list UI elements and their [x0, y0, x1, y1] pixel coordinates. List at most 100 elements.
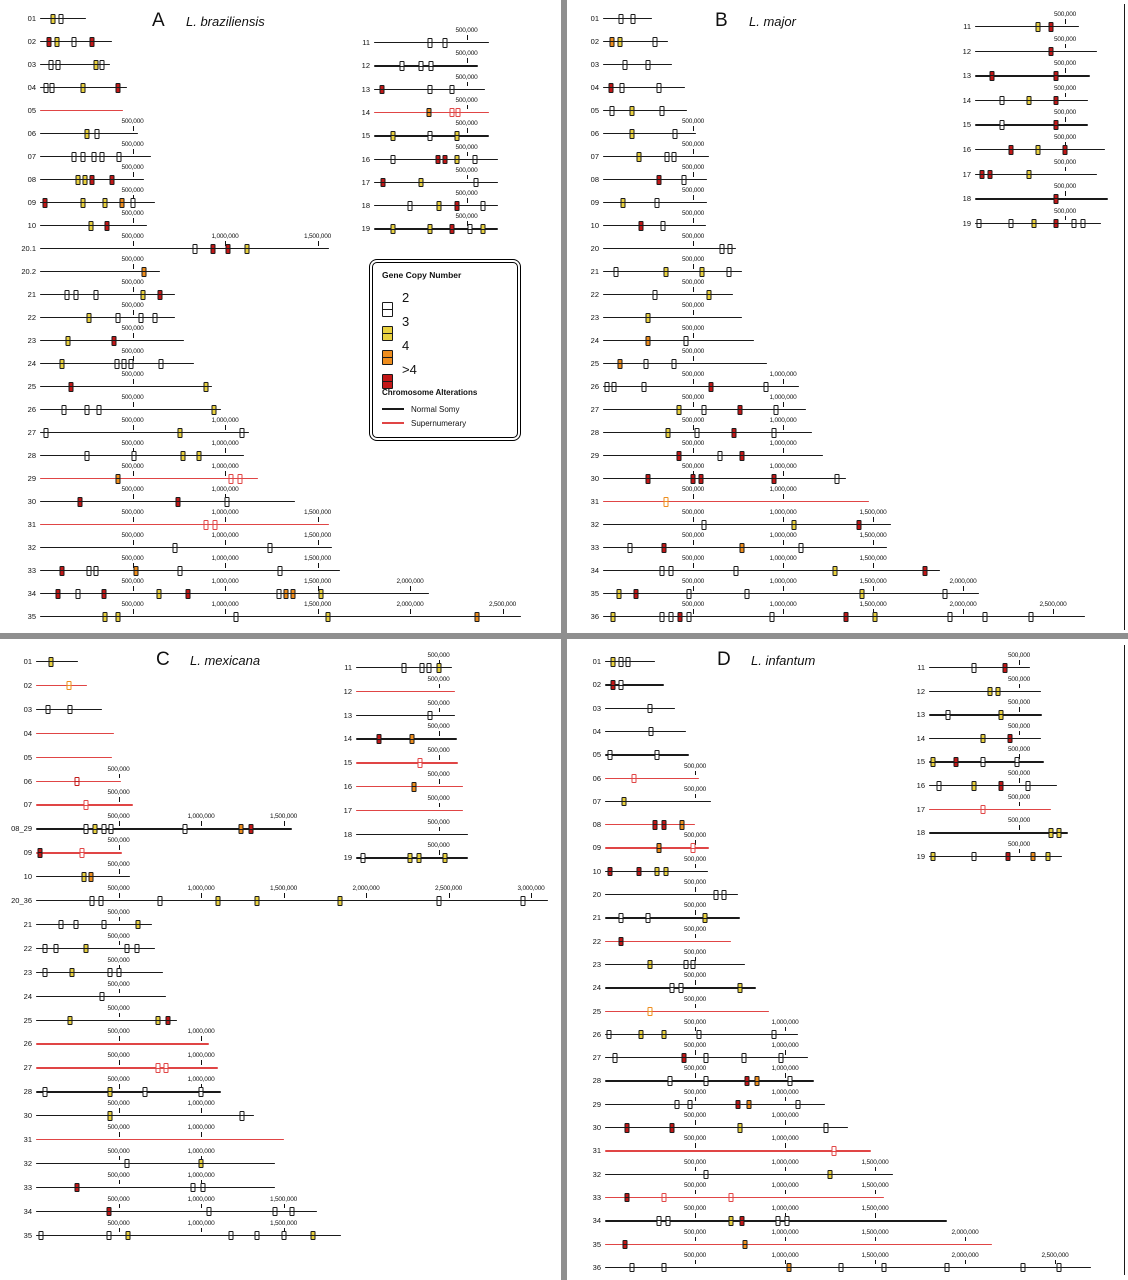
scale-tick: [1065, 191, 1066, 196]
cnv-marker-copy-3: [244, 244, 250, 254]
chromosome-label: 30: [27, 497, 36, 506]
scale-tick: [693, 264, 694, 269]
normal-somy-chromosome-line: [374, 205, 498, 207]
chromosome-label: 12: [916, 686, 925, 696]
scale-tick: [695, 1143, 696, 1148]
chromosome-row: 33 500,000 1,000,000: [2, 1171, 561, 1194]
scale-tick-label: 500,000: [121, 394, 144, 401]
scale-tick: [132, 172, 134, 177]
normal-somy-chromosome-line: [40, 64, 111, 66]
cnv-marker-copy-3: [180, 451, 186, 461]
chromosome-track: 500,000 1,000,000: [36, 1027, 561, 1050]
cnv-marker-copy-2: [130, 198, 136, 208]
chromosome-track: 500,000: [975, 84, 1128, 107]
cnv-marker-copy-3: [676, 405, 682, 415]
scale-tick: [132, 241, 134, 246]
chromosome-track: [605, 692, 1128, 715]
cnv-marker-copy-3: [737, 983, 743, 993]
cnv-marker-copy-3: [699, 267, 705, 277]
chromosome-row: 13 500,000: [903, 698, 1128, 721]
supernumerary-chromosome-line: [36, 732, 114, 735]
scale-tick: [466, 174, 468, 180]
cnv-marker-copy->4: [744, 1076, 750, 1086]
scale-tick-label: 1,000,000: [187, 1195, 215, 1203]
scale-tick-label: 1,000,000: [211, 233, 239, 240]
cnv-marker-copy-2: [84, 451, 90, 461]
scale-tick-label: 500,000: [683, 855, 707, 863]
scale-tick: [1065, 166, 1066, 172]
cnv-marker-copy-3: [427, 224, 432, 234]
chromosome-row: 18 500,000: [348, 189, 561, 212]
normal-somy-chromosome-line: [929, 832, 1068, 834]
scale-tick: [118, 1155, 120, 1161]
cnv-marker-copy-2: [612, 1053, 618, 1063]
chromosome-label: 14: [916, 733, 925, 743]
cnv-marker-copy-3: [84, 129, 90, 139]
scale-tick-label: 1,500,000: [269, 813, 298, 821]
cnv-marker-copy-2o: [163, 1063, 169, 1073]
chromosome-row: 22 500,000: [2, 932, 561, 955]
cnv-marker-copy-2: [177, 566, 183, 576]
cnv-marker-copy-2: [190, 1182, 196, 1193]
scale-tick-label: 1,500,000: [861, 1228, 889, 1236]
cnv-marker-copy-2o: [155, 1063, 161, 1073]
chromosome-row: 25 500,000: [6, 370, 561, 393]
cnv-marker-copy-2: [49, 83, 55, 93]
scale-tick: [132, 149, 134, 154]
chromosome-track: [40, 2, 561, 25]
scale-tick-label: 500,000: [683, 1018, 707, 1026]
chromosome-row: 06 500,000: [2, 765, 561, 788]
scale-tick: [225, 241, 226, 246]
chromosome-label: 01: [23, 657, 32, 666]
normal-somy-chromosome-line: [40, 202, 155, 204]
chromosome-track: 500,000 1,000,000: [605, 1088, 1128, 1111]
chromosome-track: 500,000: [975, 182, 1128, 205]
cnv-marker-copy-3: [310, 1230, 316, 1241]
cnv-marker-copy-3: [980, 733, 986, 744]
cnv-marker-copy-3: [629, 106, 635, 116]
scale-tick: [466, 35, 468, 40]
chromosome-track: 500,000: [40, 186, 561, 209]
cnv-marker-copy-2: [687, 1099, 693, 1110]
chromosome-row: 16 500,000: [348, 143, 561, 166]
scale-tick-label: 500,000: [683, 832, 707, 840]
chromosome-track: 500,000: [40, 347, 561, 370]
scale-tick: [695, 1050, 696, 1055]
cnv-marker-copy-2: [38, 1230, 44, 1241]
scale-tick: [1065, 142, 1066, 147]
chromosome-label: 28: [23, 1087, 32, 1097]
scale-tick-label: 500,000: [681, 118, 705, 125]
scale-tick-label: 500,000: [1007, 793, 1031, 801]
scale-tick: [693, 425, 694, 430]
scale-tick-label: 500,000: [683, 785, 707, 793]
scale-tick: [695, 980, 696, 985]
cnv-marker-copy-3: [621, 796, 627, 807]
panel-species-d: L. infantum: [751, 653, 816, 668]
normal-somy-chromosome-line: [603, 179, 707, 181]
cnv-marker-copy-3: [610, 612, 616, 622]
cnv-marker-copy-2: [272, 1206, 278, 1217]
normal-somy-chromosome-line: [603, 386, 800, 388]
chromosome-row: 26 500,000 1,000,000: [573, 370, 1128, 393]
cnv-marker-copy-2: [609, 106, 615, 116]
scale-tick-label: 500,000: [681, 187, 705, 194]
cnv-marker-copy->4: [669, 1123, 675, 1133]
chromosome-label: 08_29: [11, 824, 32, 834]
scale-tick: [783, 609, 784, 614]
scale-tick: [785, 1189, 786, 1195]
scale-tick: [693, 241, 694, 246]
chromosome-row: 20 500,000: [573, 232, 1128, 255]
chromosome-track: [605, 738, 1128, 761]
cnv-marker-copy-3: [81, 872, 87, 882]
scale-tick-label: 500,000: [1007, 840, 1031, 848]
scale-tick-label: 1,500,000: [859, 555, 887, 562]
cnv-marker-copy-2: [198, 1087, 204, 1097]
scale-tick: [118, 1132, 120, 1137]
cnv-marker-copy-3: [135, 919, 141, 930]
cnv-marker-copy->4: [111, 336, 117, 346]
scale-tick-label: 500,000: [1053, 158, 1077, 166]
cnv-marker-copy-3: [645, 313, 651, 323]
figure-border-top-right: [1124, 4, 1125, 630]
cnv-marker-copy->4: [59, 566, 65, 576]
